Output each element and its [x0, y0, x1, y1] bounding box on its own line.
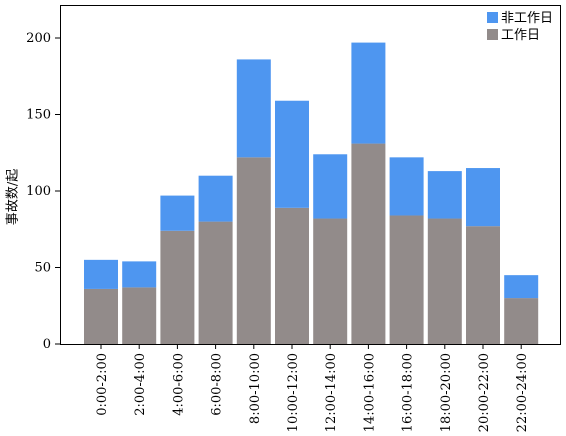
bar-nonworkday	[313, 154, 348, 219]
bar-nonworkday	[84, 259, 118, 289]
y-axis-title: 事故数/起	[6, 169, 21, 225]
bars-layer	[84, 42, 539, 344]
bar-nonworkday	[389, 157, 424, 216]
bar-nonworkday	[427, 171, 462, 219]
bar-nonworkday	[236, 59, 271, 158]
y-tick-label: 200	[26, 31, 51, 46]
bar-workday	[275, 207, 309, 344]
y-tick-label: 0	[43, 337, 51, 352]
y-tick-label: 100	[26, 184, 51, 199]
x-tick-label: 18:00-20:00	[439, 353, 454, 432]
bar-workday	[313, 218, 348, 344]
legend-swatch	[487, 29, 498, 40]
x-tick-label: 4:00-6:00	[171, 353, 186, 416]
x-tick-label: 14:00-16:00	[362, 353, 377, 432]
x-tick-label: 20:00-22:00	[477, 353, 492, 432]
x-tick-label: 2:00-4:00	[133, 353, 148, 416]
x-tick-label: 0:00-2:00	[95, 353, 110, 416]
bar-workday	[389, 215, 424, 344]
bar-nonworkday	[504, 275, 539, 299]
x-tick-label: 10:00-12:00	[286, 353, 301, 432]
plot-area-frame	[60, 5, 561, 345]
bar-nonworkday	[122, 261, 157, 288]
bar-workday	[466, 226, 500, 344]
bar-nonworkday	[160, 195, 195, 231]
bar-workday	[84, 288, 118, 344]
legend-swatch	[487, 12, 498, 23]
legend-label: 非工作日	[501, 11, 553, 26]
bar-workday	[504, 298, 539, 344]
x-tick-label: 8:00-10:00	[248, 353, 263, 424]
x-tick-label: 6:00-8:00	[210, 353, 225, 416]
bar-workday	[160, 230, 195, 344]
bar-workday	[198, 221, 233, 344]
bar-workday	[427, 218, 462, 344]
bar-workday	[351, 143, 386, 344]
y-tick-label: 50	[34, 261, 51, 276]
bar-nonworkday	[351, 42, 386, 144]
bar-workday	[122, 287, 157, 344]
bar-nonworkday	[466, 168, 500, 227]
y-tick-label: 150	[26, 108, 51, 123]
legend-label: 工作日	[501, 28, 540, 43]
x-tick-label: 22:00-24:00	[515, 353, 530, 432]
bar-nonworkday	[275, 100, 309, 208]
x-axis: 0:00-2:00 2:00-4:00 4:00-6:00 6:00-8:00 8:00…	[95, 344, 530, 432]
y-axis: 0 50 100 150 200	[26, 31, 60, 352]
bar-nonworkday	[198, 175, 233, 222]
x-tick-label: 16:00-18:00	[401, 353, 416, 432]
bar-workday	[236, 157, 271, 344]
x-tick-label: 12:00-14:00	[324, 353, 339, 432]
